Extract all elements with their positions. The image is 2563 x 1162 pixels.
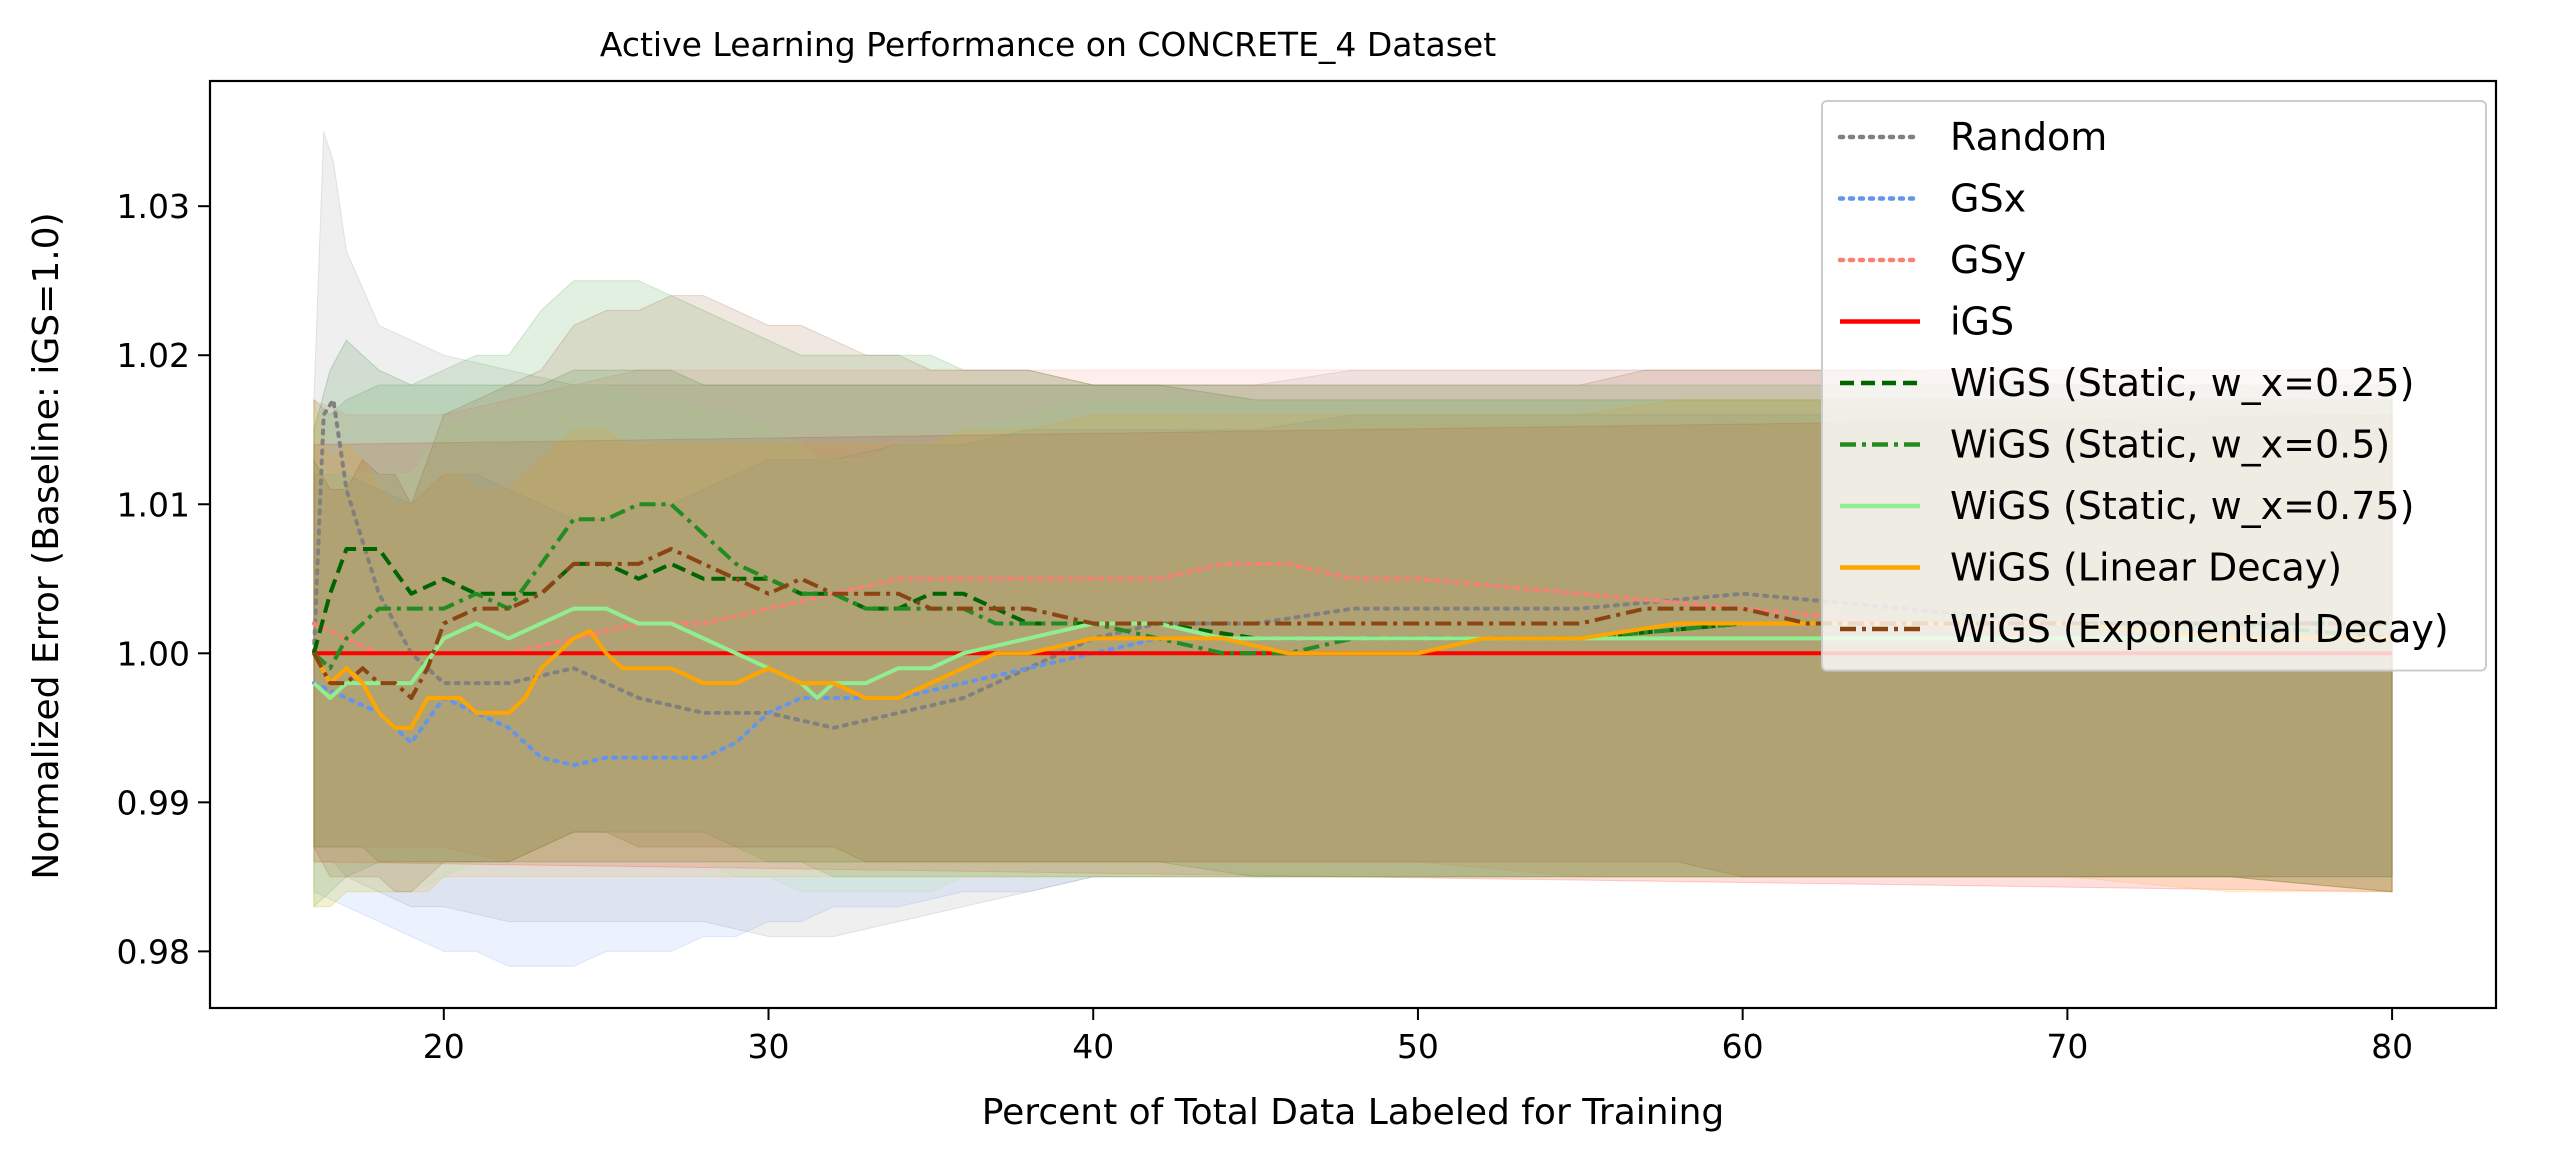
series-line-gsy: [311, 561, 2395, 656]
legend-label: WiGS (Linear Decay): [1950, 546, 2342, 590]
y-tick-label: 0.99: [117, 783, 190, 822]
x-tick-label: 30: [748, 1027, 790, 1066]
x-axis-label: Percent of Total Data Labeled for Traini…: [982, 1092, 1725, 1133]
legend-label: WiGS (Static, w_x=0.5): [1950, 423, 2390, 467]
legend-label: GSx: [1950, 177, 2026, 221]
y-axis-label: Normalized Error (Baseline: iGS=1.0): [26, 212, 67, 879]
plot-frame: [208, 79, 2498, 1010]
chart-title: Active Learning Performance on CONCRETE_…: [600, 25, 1496, 64]
x-tick-label: 20: [423, 1027, 465, 1066]
series-lines: [311, 397, 2395, 768]
series-line-wigs-static-w-x-0-75: [312, 606, 2393, 700]
y-tick-label: 1.00: [117, 634, 190, 673]
series-line-random: [311, 397, 2395, 730]
y-tick-label: 1.02: [117, 336, 190, 375]
y-tick-label: 1.01: [117, 485, 190, 524]
legend: Random GSx GSy iGS WiGS (Static, w_x=0.25) Wi…: [1821, 100, 2487, 672]
legend-label: WiGS (Exponential Decay): [1950, 607, 2449, 651]
legend-label: WiGS (Static, w_x=0.75): [1950, 484, 2414, 528]
y-tick-label: 1.03: [117, 187, 190, 226]
series-line-wigs-exponential-decay: [312, 547, 2393, 700]
x-tick-label: 60: [1722, 1027, 1764, 1066]
x-tick-label: 70: [2046, 1027, 2088, 1066]
x-tick-label: 50: [1397, 1027, 1439, 1066]
legend-label: Random: [1950, 115, 2107, 159]
y-tick-label: 0.98: [117, 932, 190, 971]
legend-label: iGS: [1950, 300, 2014, 344]
x-tick-label: 40: [1072, 1027, 1114, 1066]
legend-label: WiGS (Static, w_x=0.25): [1950, 361, 2414, 405]
y-axis-ticks: 0.98 0.99 1.00 1.01 1.02 1.03: [117, 187, 210, 971]
band-random: [313, 131, 2393, 937]
x-tick-label: 80: [2371, 1027, 2413, 1066]
legend-label: GSy: [1950, 238, 2026, 282]
x-axis-ticks: 20 30 40 50 60 70 80: [423, 1008, 2413, 1066]
legend-box: [1821, 100, 2487, 672]
series-line-wigs-linear-decay: [312, 621, 2393, 730]
